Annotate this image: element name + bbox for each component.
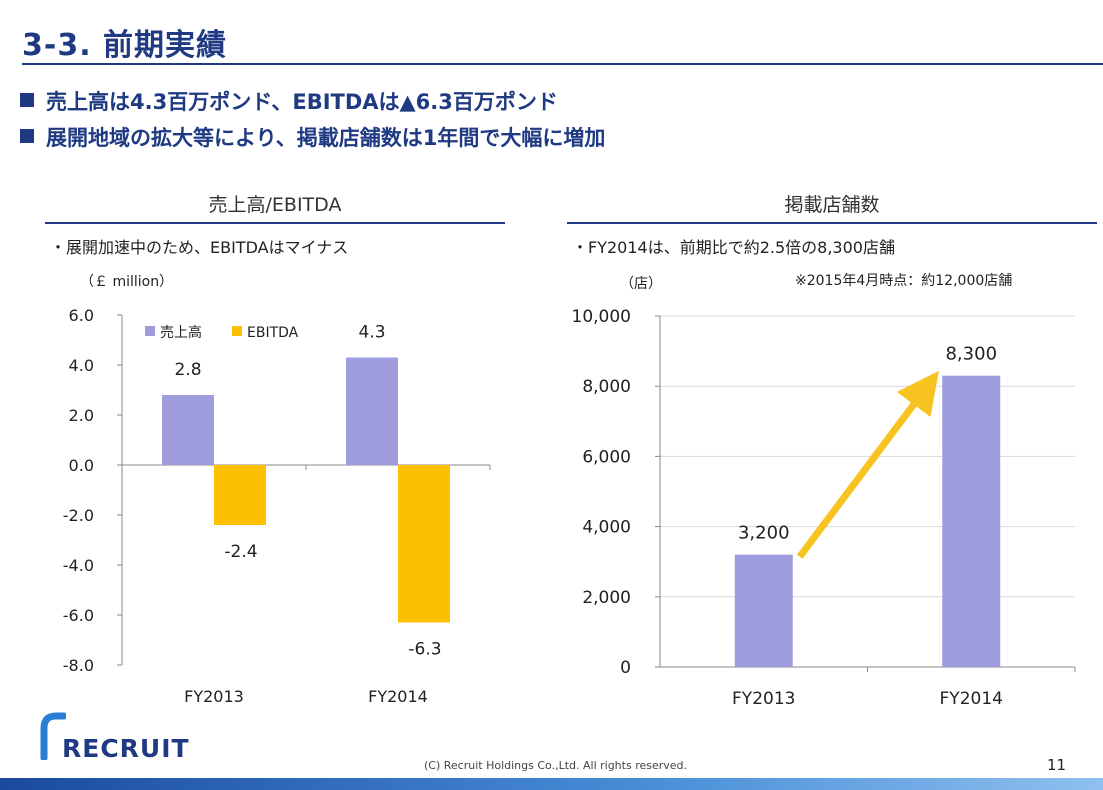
y-tick-label: 6.0 — [69, 306, 94, 325]
y-tick-label: -4.0 — [63, 556, 94, 575]
y-tick-label: 10,000 — [572, 307, 631, 327]
bar-revenue — [346, 357, 398, 465]
bar-ebitda — [214, 465, 266, 525]
recruit-logo: RECRUIT — [62, 734, 190, 763]
y-tick-label: 0 — [620, 658, 631, 678]
bullet-square-icon — [20, 129, 34, 143]
right-section-title: 掲載店舗数 — [784, 194, 880, 216]
y-tick-label: 8,000 — [582, 377, 631, 397]
recruit-logo-mark-icon — [40, 712, 66, 760]
y-tick-label: -6.0 — [63, 606, 94, 625]
y-tick-label: 4.0 — [69, 356, 94, 375]
bullet-2: 展開地域の拡大等により、掲載店舗数は1年間で大幅に増加 — [20, 122, 605, 152]
legend-label: EBITDA — [247, 325, 299, 341]
legend-swatch — [232, 326, 242, 336]
y-tick-label: -8.0 — [63, 656, 94, 675]
right-note: ・FY2014は、前期比で約2.5倍の8,300店舗 — [572, 238, 895, 257]
page-number: 11 — [1047, 756, 1067, 774]
data-label: -6.3 — [408, 640, 441, 660]
bar-revenue — [162, 395, 214, 465]
legend-label: 売上高 — [160, 324, 202, 341]
left-note: ・展開加速中のため、EBITDAはマイナス — [50, 238, 349, 257]
x-tick-label: FY2014 — [940, 689, 1003, 709]
y-tick-label: 6,000 — [582, 447, 631, 467]
left-section-title: 売上高/EBITDA — [208, 194, 342, 216]
bar-ebitda — [398, 465, 450, 623]
data-label: 4.3 — [358, 323, 385, 343]
data-label: 2.8 — [174, 360, 201, 380]
y-tick-label: -2.0 — [63, 506, 94, 525]
x-tick-label: FY2014 — [368, 687, 428, 706]
bullet-1: 売上高は4.3百万ポンド、EBITDAは▲6.3百万ポンド — [20, 86, 558, 116]
bullet-square-icon — [20, 93, 34, 107]
y-tick-label: 0.0 — [69, 456, 94, 475]
growth-arrow-icon — [796, 370, 939, 559]
left-unit-label: （￡ million） — [80, 274, 174, 290]
y-tick-label: 2,000 — [582, 588, 631, 608]
right-section-divider — [567, 222, 1097, 224]
x-tick-label: FY2013 — [184, 687, 244, 706]
footer-bar — [0, 778, 1103, 790]
y-tick-label: 2.0 — [69, 406, 94, 425]
right-unit-label: （店） — [620, 276, 662, 292]
bar-store-count — [942, 375, 1001, 667]
x-tick-label: FY2013 — [732, 689, 795, 709]
page-title: 3-3. 前期実績 — [22, 28, 228, 63]
right-footnote: ※2015年4月時点：約12,000店舗 — [795, 273, 1013, 289]
bullet-1-text: 売上高は4.3百万ポンド、EBITDAは▲6.3百万ポンド — [46, 90, 558, 114]
data-label: 8,300 — [945, 344, 997, 365]
legend-swatch — [145, 326, 155, 336]
bar-store-count — [734, 554, 793, 667]
left-section-divider — [45, 222, 505, 224]
bullet-2-text: 展開地域の拡大等により、掲載店舗数は1年間で大幅に増加 — [46, 126, 606, 150]
y-tick-label: 4,000 — [582, 518, 631, 538]
title-divider — [22, 63, 1103, 65]
data-label: -2.4 — [224, 542, 257, 562]
data-label: 3,200 — [738, 523, 790, 544]
copyright: (C) Recruit Holdings Co.,Ltd. All rights… — [424, 759, 688, 772]
